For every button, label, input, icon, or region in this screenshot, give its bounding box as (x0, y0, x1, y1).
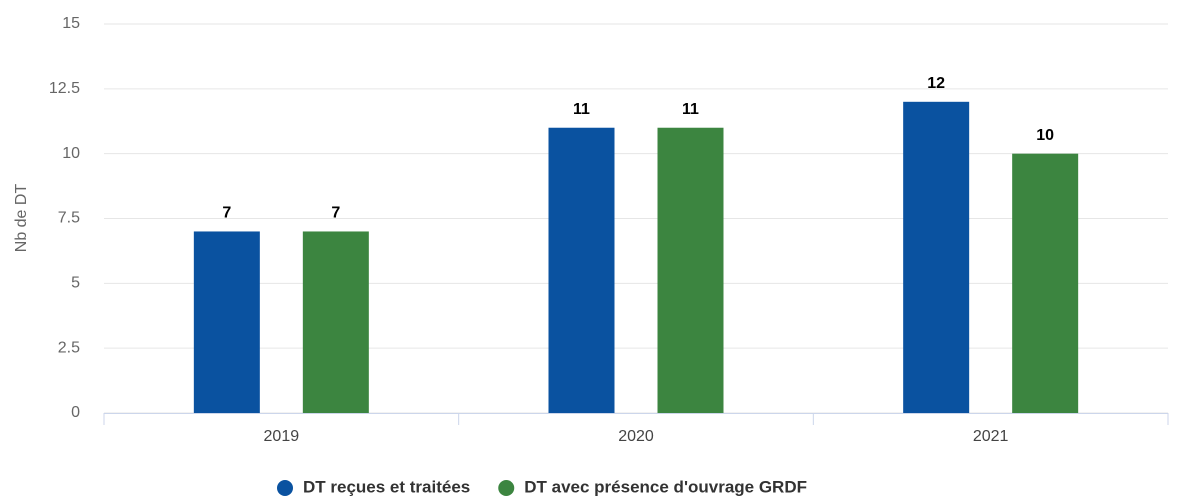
y-tick-label: 15 (62, 15, 80, 32)
bar (657, 127, 724, 413)
bar (193, 231, 260, 413)
y-tick-label: 2.5 (58, 339, 80, 356)
data-label: 11 (682, 101, 699, 118)
data-label: 12 (927, 75, 945, 92)
x-tick-label: 2020 (618, 428, 654, 445)
y-axis-label: Nb de DT (13, 184, 30, 253)
bar (1012, 153, 1079, 413)
bar (302, 231, 369, 413)
legend-entry: DT reçues et traitées (303, 477, 470, 496)
bar (548, 127, 615, 413)
bar (903, 101, 970, 414)
legend-entry: DT avec présence d'ouvrage GRDF (524, 477, 807, 496)
legend-marker (277, 480, 293, 496)
data-label: 7 (222, 205, 231, 222)
y-tick-label: 5 (71, 275, 80, 292)
data-label: 7 (331, 205, 340, 222)
y-tick-label: 12.5 (49, 80, 80, 97)
legend-marker (498, 480, 515, 496)
x-tick-label: 2021 (973, 428, 1009, 445)
y-tick-label: 7.5 (58, 210, 80, 227)
x-tick-label: 2019 (264, 428, 300, 445)
data-label: 11 (573, 101, 590, 118)
y-tick-label: 0 (71, 404, 80, 421)
data-label: 10 (1036, 127, 1054, 144)
y-tick-label: 10 (62, 145, 80, 162)
